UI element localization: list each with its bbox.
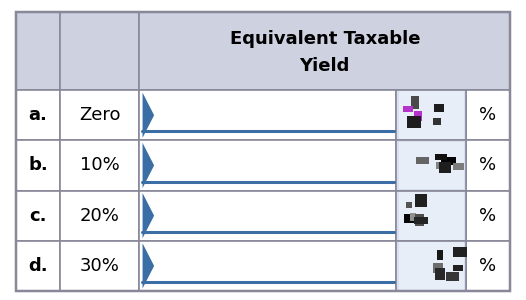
Text: %: % bbox=[479, 257, 497, 275]
Bar bbox=[411, 97, 419, 109]
Bar bbox=[399, 142, 463, 189]
Bar bbox=[439, 162, 451, 173]
Bar bbox=[139, 190, 397, 241]
Bar bbox=[139, 12, 510, 90]
Bar bbox=[435, 154, 447, 160]
Bar bbox=[437, 250, 443, 260]
Bar bbox=[436, 162, 449, 169]
Bar bbox=[433, 118, 441, 125]
Text: b.: b. bbox=[28, 156, 48, 174]
Polygon shape bbox=[143, 193, 154, 238]
Bar bbox=[407, 202, 412, 208]
Bar bbox=[466, 190, 510, 241]
Text: 30%: 30% bbox=[80, 257, 120, 275]
Bar bbox=[397, 140, 466, 190]
Bar bbox=[404, 214, 416, 223]
Bar bbox=[139, 140, 397, 190]
Bar bbox=[435, 268, 444, 280]
Bar bbox=[397, 190, 466, 241]
Bar bbox=[397, 241, 466, 291]
Bar bbox=[407, 116, 421, 128]
Bar bbox=[416, 157, 429, 164]
Polygon shape bbox=[143, 243, 154, 289]
Bar bbox=[397, 90, 466, 140]
Bar bbox=[446, 272, 459, 281]
Bar bbox=[453, 247, 467, 257]
Text: %: % bbox=[479, 207, 497, 225]
Bar bbox=[60, 12, 139, 90]
Bar bbox=[60, 90, 139, 140]
Text: %: % bbox=[479, 106, 497, 124]
Bar bbox=[16, 241, 60, 291]
Text: Zero: Zero bbox=[79, 106, 120, 124]
Bar bbox=[466, 140, 510, 190]
Bar bbox=[139, 241, 397, 291]
Bar bbox=[466, 90, 510, 140]
Bar bbox=[16, 90, 60, 140]
Bar bbox=[453, 265, 463, 271]
Bar bbox=[415, 214, 424, 226]
Polygon shape bbox=[143, 143, 154, 188]
Bar bbox=[139, 90, 397, 140]
Bar bbox=[433, 104, 444, 112]
Bar bbox=[16, 12, 60, 90]
Text: c.: c. bbox=[29, 207, 47, 225]
Bar bbox=[60, 140, 139, 190]
Text: Yield: Yield bbox=[300, 57, 350, 75]
Bar bbox=[60, 241, 139, 291]
Bar bbox=[433, 263, 442, 273]
Polygon shape bbox=[143, 93, 154, 138]
Bar bbox=[410, 213, 416, 221]
Bar bbox=[399, 192, 463, 240]
Bar bbox=[414, 111, 422, 122]
Text: d.: d. bbox=[28, 257, 48, 275]
Bar bbox=[399, 242, 463, 290]
Bar bbox=[441, 157, 456, 165]
Bar bbox=[16, 140, 60, 190]
Bar bbox=[399, 91, 463, 139]
Bar bbox=[414, 217, 429, 224]
Bar bbox=[466, 241, 510, 291]
Text: 20%: 20% bbox=[80, 207, 120, 225]
Bar bbox=[403, 106, 413, 112]
Text: 10%: 10% bbox=[80, 156, 120, 174]
Text: Equivalent Taxable: Equivalent Taxable bbox=[229, 30, 420, 48]
Text: %: % bbox=[479, 156, 497, 174]
Text: a.: a. bbox=[28, 106, 47, 124]
Bar bbox=[453, 163, 464, 170]
Bar bbox=[415, 194, 428, 207]
Bar bbox=[16, 190, 60, 241]
Bar bbox=[60, 190, 139, 241]
